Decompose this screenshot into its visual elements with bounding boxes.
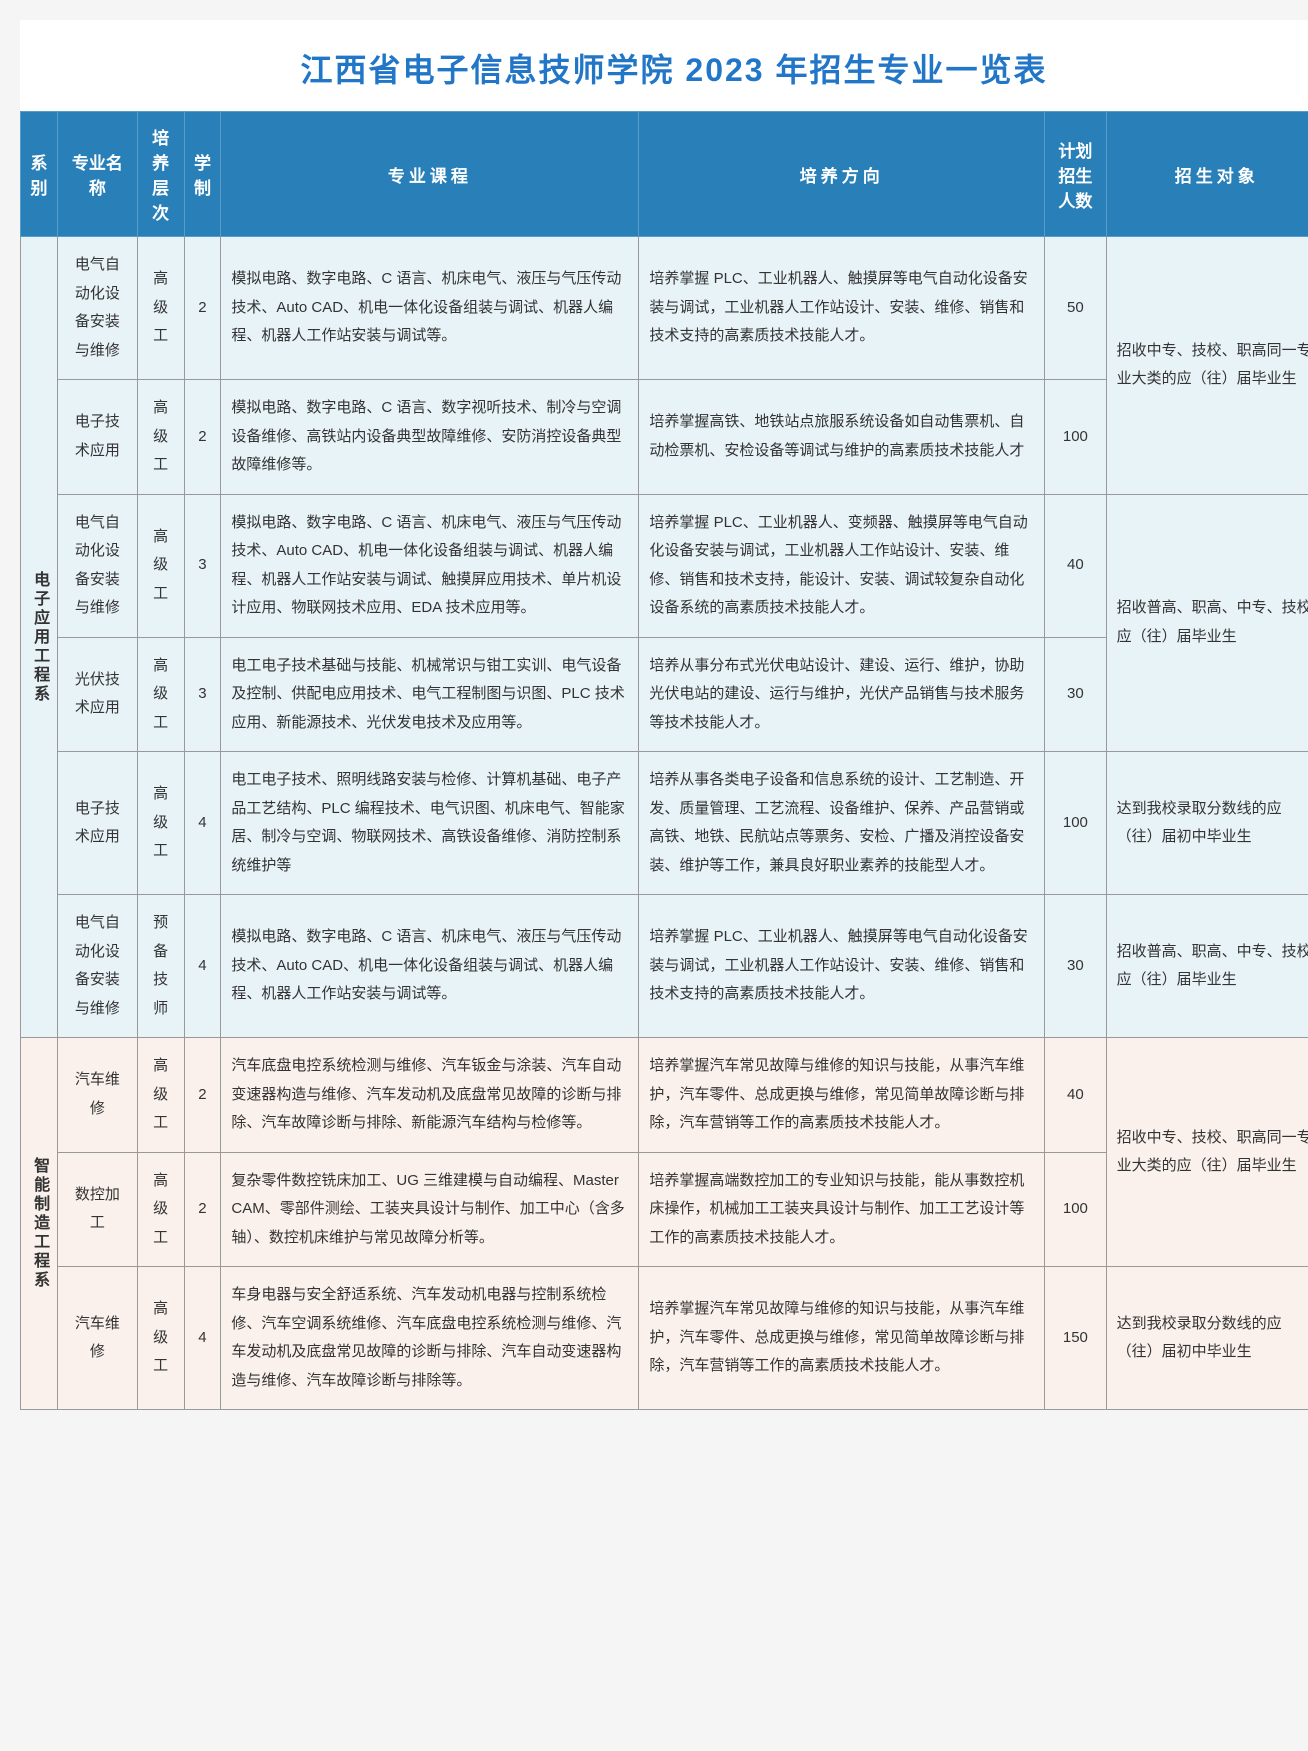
cell-level: 高级工	[137, 752, 184, 895]
cell-plan: 30	[1045, 895, 1106, 1038]
cell-curriculum: 模拟电路、数字电路、C 语言、机床电气、液压与气压传动技术、Auto CAD、机…	[221, 895, 639, 1038]
cell-direction: 培养掌握汽车常见故障与维修的知识与技能，从事汽车维护，汽车零件、总成更换与维修，…	[639, 1267, 1045, 1410]
th-target: 招生对象	[1106, 112, 1308, 237]
cell-curriculum: 模拟电路、数字电路、C 语言、机床电气、液压与气压传动技术、Auto CAD、机…	[221, 494, 639, 637]
cell-years: 3	[184, 494, 221, 637]
cell-curriculum: 模拟电路、数字电路、C 语言、数字视听技术、制冷与空调设备维修、高铁站内设备典型…	[221, 380, 639, 495]
cell-level: 高级工	[137, 637, 184, 752]
cell-curriculum: 模拟电路、数字电路、C 语言、机床电气、液压与气压传动技术、Auto CAD、机…	[221, 237, 639, 380]
cell-level: 高级工	[137, 494, 184, 637]
cell-plan: 30	[1045, 637, 1106, 752]
th-direction: 培养方向	[639, 112, 1045, 237]
page-title: 江西省电子信息技师学院 2023 年招生专业一览表	[20, 20, 1308, 111]
th-level: 培养层次	[137, 112, 184, 237]
th-dept: 系别	[21, 112, 58, 237]
table-header-row: 系别 专业名称 培养层次 学制 专业课程 培养方向 计划招生人数 招生对象	[21, 112, 1308, 237]
cell-major: 汽车维修	[57, 1267, 137, 1410]
cell-direction: 培养掌握高端数控加工的专业知识与技能，能从事数控机床操作，机械加工工装夹具设计与…	[639, 1152, 1045, 1267]
cell-target: 招收普高、职高、中专、技校应（往）届毕业生	[1106, 895, 1308, 1038]
th-plan: 计划招生人数	[1045, 112, 1106, 237]
th-major: 专业名称	[57, 112, 137, 237]
table-row: 电子应用工程系电气自动化设备安装与维修高级工2模拟电路、数字电路、C 语言、机床…	[21, 237, 1308, 380]
cell-major: 电气自动化设备安装与维修	[57, 895, 137, 1038]
cell-curriculum: 复杂零件数控铣床加工、UG 三维建模与自动编程、Master CAM、零部件测绘…	[221, 1152, 639, 1267]
cell-curriculum: 电工电子技术、照明线路安装与检修、计算机基础、电子产品工艺结构、PLC 编程技术…	[221, 752, 639, 895]
table-row: 汽车维修高级工4车身电器与安全舒适系统、汽车发动机电器与控制系统检修、汽车空调系…	[21, 1267, 1308, 1410]
cell-major: 汽车维修	[57, 1038, 137, 1153]
cell-target: 招收中专、技校、职高同一专业大类的应（往）届毕业生	[1106, 237, 1308, 495]
cell-target: 招收普高、职高、中专、技校应（往）届毕业生	[1106, 494, 1308, 752]
cell-years: 3	[184, 637, 221, 752]
cell-years: 4	[184, 752, 221, 895]
cell-target: 达到我校录取分数线的应（往）届初中毕业生	[1106, 1267, 1308, 1410]
cell-plan: 40	[1045, 1038, 1106, 1153]
cell-level: 高级工	[137, 1038, 184, 1153]
table-row: 电气自动化设备安装与维修高级工3模拟电路、数字电路、C 语言、机床电气、液压与气…	[21, 494, 1308, 637]
cell-major: 电气自动化设备安装与维修	[57, 237, 137, 380]
cell-major: 电子技术应用	[57, 380, 137, 495]
majors-table: 系别 专业名称 培养层次 学制 专业课程 培养方向 计划招生人数 招生对象 电子…	[20, 111, 1308, 1410]
cell-level: 高级工	[137, 380, 184, 495]
table-row: 智能制造工程系汽车维修高级工2汽车底盘电控系统检测与维修、汽车钣金与涂装、汽车自…	[21, 1038, 1308, 1153]
cell-dept: 智能制造工程系	[21, 1038, 58, 1410]
cell-years: 4	[184, 1267, 221, 1410]
table-body: 电子应用工程系电气自动化设备安装与维修高级工2模拟电路、数字电路、C 语言、机床…	[21, 237, 1308, 1410]
cell-level: 预备技师	[137, 895, 184, 1038]
th-curriculum: 专业课程	[221, 112, 639, 237]
cell-years: 4	[184, 895, 221, 1038]
cell-target: 招收中专、技校、职高同一专业大类的应（往）届毕业生	[1106, 1038, 1308, 1267]
cell-direction: 培养掌握 PLC、工业机器人、触摸屏等电气自动化设备安装与调试，工业机器人工作站…	[639, 237, 1045, 380]
cell-plan: 40	[1045, 494, 1106, 637]
cell-years: 2	[184, 1152, 221, 1267]
cell-direction: 培养掌握 PLC、工业机器人、触摸屏等电气自动化设备安装与调试，工业机器人工作站…	[639, 895, 1045, 1038]
cell-curriculum: 汽车底盘电控系统检测与维修、汽车钣金与涂装、汽车自动变速器构造与维修、汽车发动机…	[221, 1038, 639, 1153]
th-years: 学制	[184, 112, 221, 237]
cell-major: 电气自动化设备安装与维修	[57, 494, 137, 637]
cell-level: 高级工	[137, 1267, 184, 1410]
cell-curriculum: 电工电子技术基础与技能、机械常识与钳工实训、电气设备及控制、供配电应用技术、电气…	[221, 637, 639, 752]
cell-plan: 50	[1045, 237, 1106, 380]
cell-dept: 电子应用工程系	[21, 237, 58, 1038]
cell-plan: 100	[1045, 752, 1106, 895]
cell-plan: 100	[1045, 1152, 1106, 1267]
cell-plan: 100	[1045, 380, 1106, 495]
cell-major: 数控加工	[57, 1152, 137, 1267]
table-row: 电子技术应用高级工4电工电子技术、照明线路安装与检修、计算机基础、电子产品工艺结…	[21, 752, 1308, 895]
cell-direction: 培养从事各类电子设备和信息系统的设计、工艺制造、开发、质量管理、工艺流程、设备维…	[639, 752, 1045, 895]
cell-major: 电子技术应用	[57, 752, 137, 895]
cell-direction: 培养掌握汽车常见故障与维修的知识与技能，从事汽车维护，汽车零件、总成更换与维修，…	[639, 1038, 1045, 1153]
cell-level: 高级工	[137, 237, 184, 380]
page-container: 江西省电子信息技师学院 2023 年招生专业一览表 系别 专业名称 培养层次 学…	[20, 20, 1308, 1410]
cell-curriculum: 车身电器与安全舒适系统、汽车发动机电器与控制系统检修、汽车空调系统维修、汽车底盘…	[221, 1267, 639, 1410]
cell-direction: 培养掌握高铁、地铁站点旅服系统设备如自动售票机、自动检票机、安检设备等调试与维护…	[639, 380, 1045, 495]
cell-direction: 培养从事分布式光伏电站设计、建设、运行、维护，协助光伏电站的建设、运行与维护，光…	[639, 637, 1045, 752]
cell-level: 高级工	[137, 1152, 184, 1267]
cell-plan: 150	[1045, 1267, 1106, 1410]
cell-target: 达到我校录取分数线的应（往）届初中毕业生	[1106, 752, 1308, 895]
cell-years: 2	[184, 380, 221, 495]
cell-major: 光伏技术应用	[57, 637, 137, 752]
cell-direction: 培养掌握 PLC、工业机器人、变频器、触摸屏等电气自动化设备安装与调试，工业机器…	[639, 494, 1045, 637]
cell-years: 2	[184, 237, 221, 380]
cell-years: 2	[184, 1038, 221, 1153]
table-row: 电气自动化设备安装与维修预备技师4模拟电路、数字电路、C 语言、机床电气、液压与…	[21, 895, 1308, 1038]
